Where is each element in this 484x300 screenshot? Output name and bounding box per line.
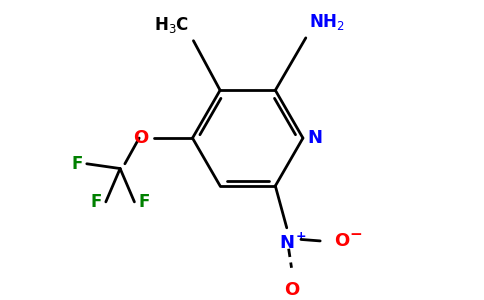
Text: NH$_2$: NH$_2$ bbox=[309, 12, 345, 32]
Text: N: N bbox=[279, 233, 294, 251]
Text: O: O bbox=[284, 281, 299, 299]
Text: H$_3$C: H$_3$C bbox=[154, 15, 190, 35]
Text: N: N bbox=[308, 129, 323, 147]
Text: F: F bbox=[91, 193, 102, 211]
Text: O: O bbox=[334, 232, 349, 250]
Text: O: O bbox=[134, 129, 149, 147]
Text: F: F bbox=[138, 193, 150, 211]
Text: +: + bbox=[295, 230, 306, 243]
Text: −: − bbox=[349, 227, 363, 242]
Text: F: F bbox=[72, 155, 83, 173]
